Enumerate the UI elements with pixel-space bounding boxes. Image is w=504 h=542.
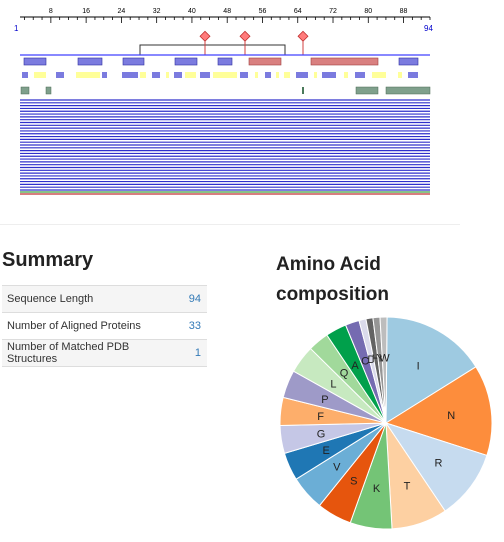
pie-slice-r[interactable] [384,422,488,512]
pie-slice-label: H [372,353,380,365]
pie-slice-label: V [333,462,341,474]
pie-slice-label: T [404,480,411,492]
table-row: Sequence Length 94 [2,285,207,313]
pie-slice-w[interactable] [379,316,388,424]
pie-slice-label: K [373,483,381,495]
matched-pdb-value[interactable]: 1 [183,339,207,367]
ruler-tick-label: 24 [117,8,125,15]
ruler-tick-label: 72 [329,8,337,15]
summary-heading: Summary [2,249,94,271]
pie-slice-label: L [330,378,336,390]
aligned-proteins-value[interactable]: 33 [183,312,207,340]
pie-slice-label: I [417,361,420,373]
ruler-start-label: 1 [14,24,19,33]
pie-slice-label: F [317,411,324,423]
ruler-tick-label: 32 [153,8,161,15]
sequence-ruler: 8 16 24 32 40 48 56 64 72 80 88 1 94 [14,8,433,33]
pie-slice-label: C [361,356,369,368]
pie-slice-label: D [367,354,375,366]
ruler-tick-label: 8 [49,8,53,15]
table-row: Number of Aligned Proteins 33 [2,312,207,340]
ruler-tick-label: 16 [82,8,90,15]
pie-slice-label: P [321,394,328,406]
aligned-proteins-label: Number of Aligned Proteins [2,312,184,340]
pie-slice-label: W [379,352,390,364]
site-diamond-marker[interactable] [239,30,251,42]
amino-acid-composition-heading: Amino Acid composition [276,254,389,305]
pie-slice-label: E [322,445,329,457]
site-bond-markers[interactable] [139,30,309,55]
ruler-tick-label: 88 [400,8,408,15]
table-row: Number of Matched PDB Structures 1 [2,339,207,367]
ruler-tick-label: 56 [259,8,267,15]
ruler-end-label: 94 [424,24,433,33]
ruler-tick-label: 64 [294,8,302,15]
pie-slice-i[interactable] [385,316,477,424]
pie-slice-label: A [351,360,359,372]
summary-table: Sequence Length 94 Number of Aligned Pro… [2,285,207,367]
pie-slice-label: R [435,458,443,470]
pie-slice-label: Q [340,367,349,379]
secondary-structure-track[interactable] [20,72,430,79]
aligned-proteins-track[interactable] [20,99,430,195]
pie-slice-label: S [350,475,357,487]
pie-slice-label: G [317,428,326,440]
site-diamond-marker[interactable] [199,30,211,42]
pie-slice-label: N [447,410,455,422]
ruler-tick-label: 48 [223,8,231,15]
ruler-tick-label: 80 [364,8,372,15]
pdb-structure-track[interactable] [20,86,431,95]
pie-slice-n[interactable] [384,366,493,457]
ruler-tick-label: 40 [188,8,196,15]
sequence-length-label: Sequence Length [2,285,184,313]
domain-track[interactable] [23,57,419,66]
sequence-feature-viewer: 8 16 24 32 40 48 56 64 72 80 88 1 94 [14,8,433,195]
section-divider [0,224,460,225]
pie-slice-label: Y [376,353,384,365]
matched-pdb-label: Number of Matched PDB Structures [2,339,184,367]
site-diamond-marker[interactable] [297,30,309,42]
sequence-length-value[interactable]: 94 [183,285,207,313]
